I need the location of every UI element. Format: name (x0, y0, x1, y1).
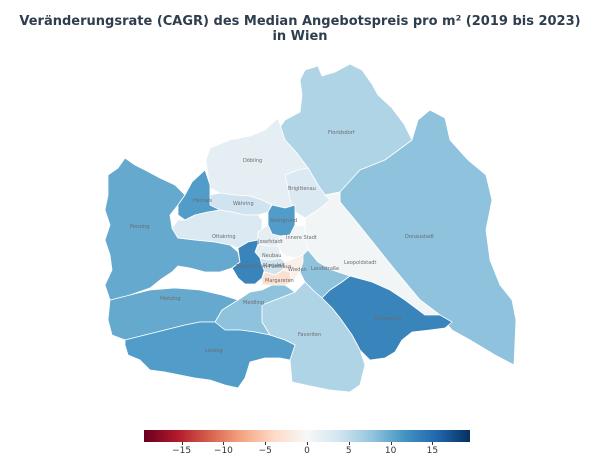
label-josefstadt: Josefstadt (257, 239, 283, 245)
label-mariahilf: Mariahilf (263, 263, 285, 269)
district-rudolfsheim[interactable] (231, 239, 266, 285)
district-wieden[interactable] (282, 254, 304, 283)
map-title-line1: Veränderungsrate (CAGR) des Median Angeb… (19, 14, 581, 29)
map-title: Veränderungsrate (CAGR) des Median Angeb… (0, 14, 600, 44)
label-landstrasse: Landstraße (311, 266, 339, 272)
label-hernals: Hernals (193, 198, 212, 204)
colorbar-gradient (144, 430, 470, 442)
label-floridsdorf: Floridsdorf (328, 130, 355, 136)
colorbar-tick-label: 10 (384, 446, 397, 456)
colorbar-tickmark (223, 442, 225, 445)
colorbar-tickmark (432, 442, 434, 445)
colorbar-tick-label: 15 (426, 446, 439, 456)
colorbar-tick-label: −10 (213, 446, 233, 456)
colorbar-tickmark (181, 442, 183, 445)
label-hietzing: Hietzing (160, 296, 181, 302)
label-brigittenau: Brigittenau (288, 186, 316, 192)
district-margareten[interactable] (261, 269, 293, 286)
label-meidling: Meidling (243, 300, 264, 306)
colorbar-tickmark (265, 442, 267, 445)
colorbar-tickmark (307, 442, 308, 445)
colorbar-tick-label: 0 (304, 446, 310, 456)
label-alsergrund: Alsergrund (270, 218, 297, 224)
label-innere-stadt: Innere Stadt (286, 235, 317, 241)
label-simmering: Simmering (374, 316, 401, 322)
colorbar-tick-label: 5 (345, 446, 352, 456)
colorbar-tick-label: −15 (172, 446, 192, 456)
label-penzing: Penzing (130, 224, 149, 230)
district-liesing[interactable] (124, 321, 296, 389)
label-rudolfsheim: Rudolfsheim-Fünfhaus (236, 264, 292, 270)
label-donaustadt: Donaustadt (405, 234, 434, 240)
label-leopoldstadt: Leopoldstadt (344, 260, 376, 266)
colorbar-tickmark (348, 442, 350, 445)
label-margareten: Margareten (265, 278, 294, 284)
label-doebling: Döbling (243, 158, 262, 164)
colorbar: −15 −10 −5 0 5 10 15 (144, 430, 470, 460)
map-title-line2: in Wien (272, 29, 328, 44)
label-waehring: Währing (233, 201, 254, 207)
colorbar-tick-label: −5 (258, 446, 272, 456)
label-ottakring: Ottakring (212, 234, 236, 240)
colorbar-tickmark (390, 442, 392, 445)
label-neubau: Neubau (262, 253, 281, 259)
label-liesing: Liesing (205, 348, 223, 354)
label-wieden: Wieden (288, 267, 307, 273)
label-favoriten: Favoriten (298, 332, 321, 338)
